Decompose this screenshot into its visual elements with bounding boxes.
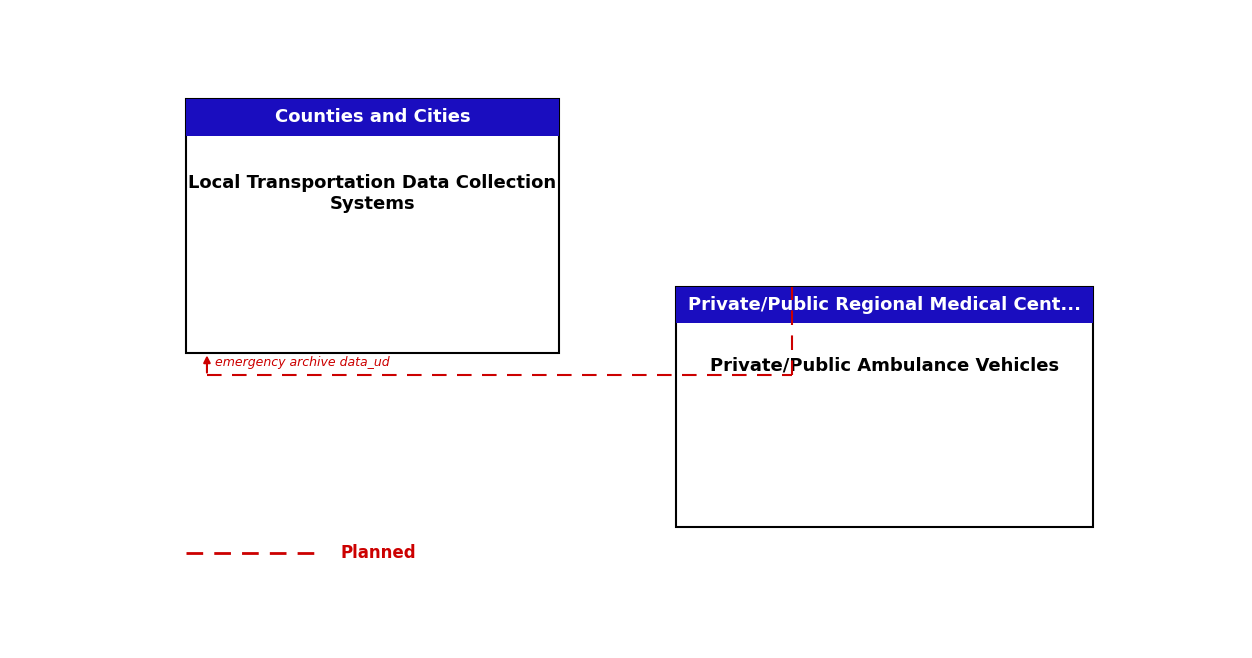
Text: Counties and Cities: Counties and Cities: [274, 109, 471, 126]
Text: Planned: Planned: [341, 544, 417, 562]
Text: Private/Public Ambulance Vehicles: Private/Public Ambulance Vehicles: [710, 356, 1059, 374]
Bar: [185, 99, 560, 136]
Text: Local Transportation Data Collection
Systems: Local Transportation Data Collection Sys…: [188, 174, 556, 213]
Text: Private/Public Regional Medical Cent...: Private/Public Regional Medical Cent...: [687, 296, 1080, 314]
Bar: [185, 99, 560, 353]
Bar: [676, 287, 1093, 527]
Bar: [676, 287, 1093, 323]
Text: emergency archive data_ud: emergency archive data_ud: [215, 356, 389, 369]
